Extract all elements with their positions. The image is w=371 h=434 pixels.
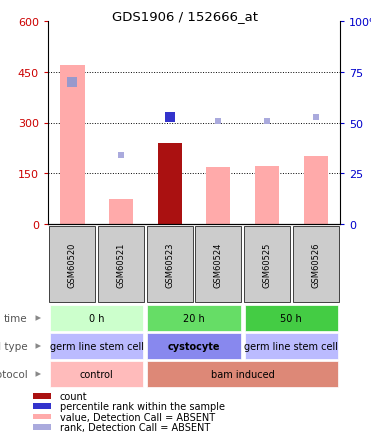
Text: control: control: [80, 369, 114, 379]
Bar: [33, 424, 51, 430]
Bar: [33, 393, 51, 399]
Text: GDS1906 / 152666_at: GDS1906 / 152666_at: [112, 10, 259, 23]
Bar: [196, 226, 241, 302]
Text: rank, Detection Call = ABSENT: rank, Detection Call = ABSENT: [60, 422, 210, 432]
Bar: [98, 226, 144, 302]
Text: GSM60525: GSM60525: [263, 242, 272, 287]
Bar: [244, 306, 338, 331]
Bar: [303, 157, 328, 224]
Text: GSM60520: GSM60520: [68, 242, 77, 287]
Bar: [158, 144, 182, 224]
Text: germ line stem cell: germ line stem cell: [50, 341, 144, 351]
Bar: [206, 168, 230, 224]
Text: germ line stem cell: germ line stem cell: [244, 341, 338, 351]
Text: 50 h: 50 h: [280, 313, 302, 323]
Bar: [33, 404, 51, 409]
Bar: [50, 333, 143, 359]
Bar: [33, 414, 51, 419]
Bar: [147, 306, 241, 331]
Text: count: count: [60, 391, 87, 401]
Text: cell type: cell type: [0, 341, 28, 351]
Text: time: time: [4, 313, 28, 323]
Bar: [60, 66, 85, 224]
Bar: [109, 199, 133, 224]
Text: GSM60524: GSM60524: [214, 242, 223, 287]
Bar: [147, 226, 193, 302]
Bar: [147, 361, 338, 387]
Text: cystocyte: cystocyte: [168, 341, 220, 351]
Bar: [244, 226, 290, 302]
Bar: [147, 333, 241, 359]
Bar: [50, 306, 143, 331]
Text: 20 h: 20 h: [183, 313, 205, 323]
Bar: [293, 226, 339, 302]
Text: bam induced: bam induced: [211, 369, 275, 379]
Text: GSM60526: GSM60526: [311, 242, 320, 287]
Text: value, Detection Call = ABSENT: value, Detection Call = ABSENT: [60, 411, 215, 421]
Text: protocol: protocol: [0, 369, 28, 379]
Bar: [49, 226, 95, 302]
Text: GSM60523: GSM60523: [165, 242, 174, 287]
Text: GSM60521: GSM60521: [116, 242, 125, 287]
Bar: [255, 166, 279, 224]
Text: 0 h: 0 h: [89, 313, 104, 323]
Bar: [244, 333, 338, 359]
Text: percentile rank within the sample: percentile rank within the sample: [60, 401, 225, 411]
Bar: [50, 361, 143, 387]
